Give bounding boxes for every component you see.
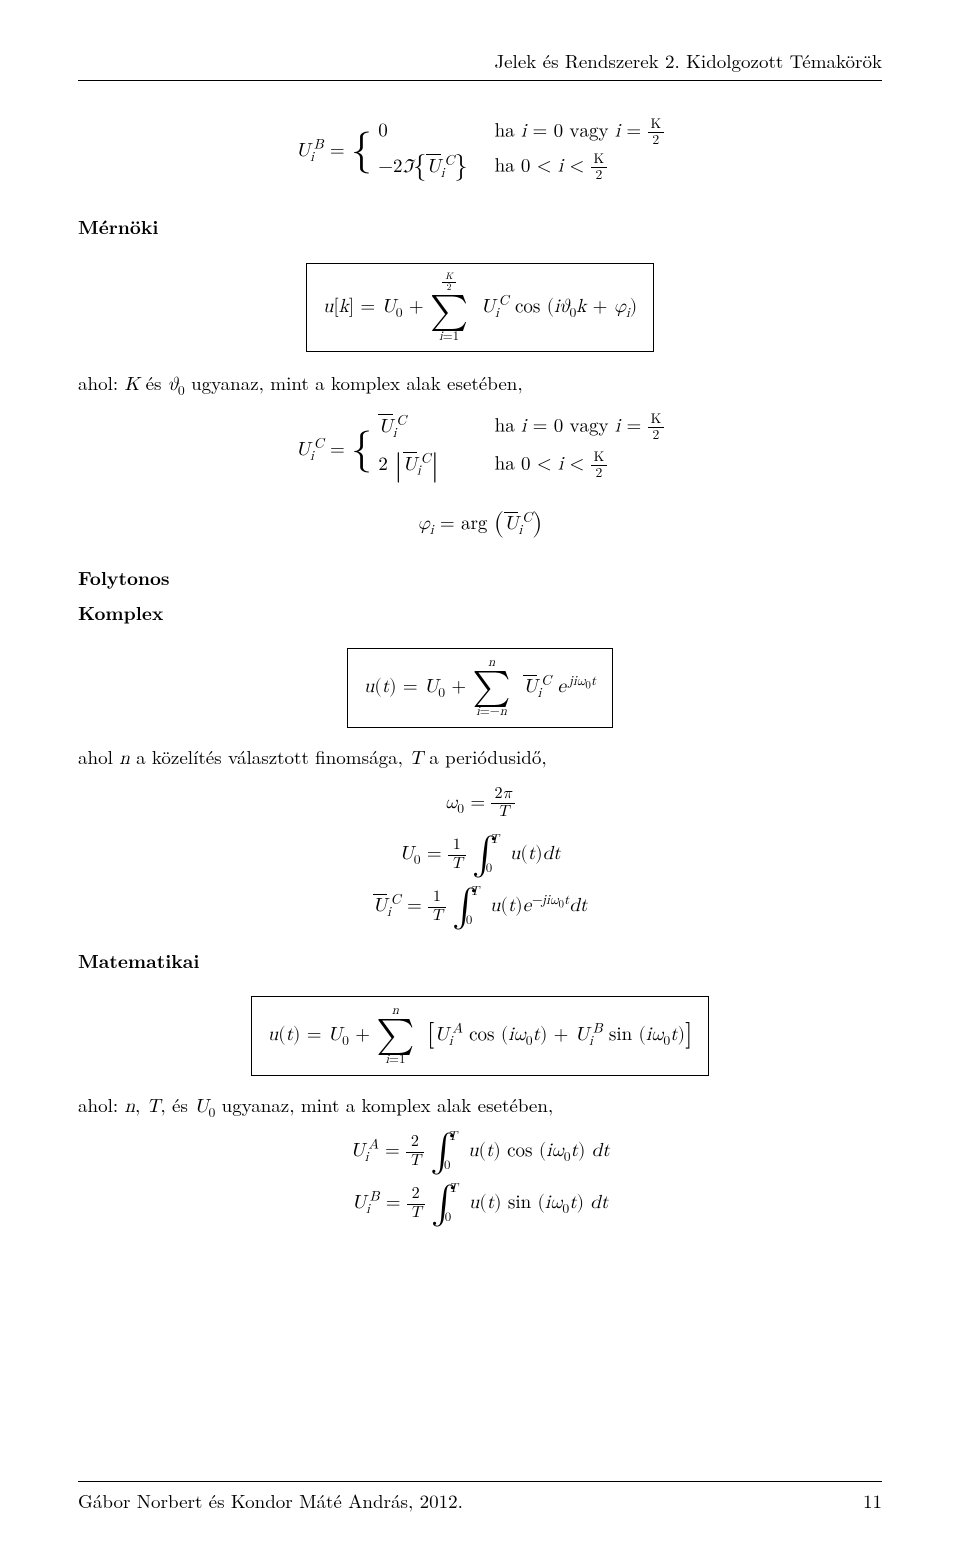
heading-folytonos: Folytonos: [78, 565, 882, 591]
equation-3: UiC = { UiC ha i = 0 vagy i = K2 2 |UiC|…: [78, 412, 882, 489]
paragraph-3: ahol: n, T, és U0 ugyanaz, mint a komple…: [78, 1092, 882, 1120]
equation-9: u(t) = U0 + n ∑ i=1 [UiA cos (iω0t) + Ui…: [78, 996, 882, 1076]
equation-6: ω0 = 2πT: [78, 786, 882, 823]
heading-komplex: Komplex: [78, 600, 882, 626]
footer-page-number: 11: [863, 1488, 882, 1514]
paragraph-2: ahol n a közelítés választott finomsága,…: [78, 744, 882, 772]
page: Jelek és Rendszerek 2. Kidolgozott Témak…: [0, 0, 960, 1562]
equation-1: UiB = { 0 ha i = 0 vagy i = K2 −2ℑ{UiC} …: [78, 117, 882, 188]
equation-10: UiA = 2T T∫0 u(t) cos (iω0t) dt: [78, 1133, 882, 1171]
equation-4: φi = arg (UiC): [78, 507, 882, 543]
equation-7: U0 = 1T T∫0 u(t)dt: [78, 836, 882, 874]
heading-mernoki: Mérnöki: [78, 214, 882, 240]
running-head: Jelek és Rendszerek 2. Kidolgozott Témak…: [78, 48, 882, 74]
paragraph-1: ahol: K és ϑ0 ugyanaz, mint a komplex al…: [78, 370, 882, 398]
footer: Gábor Norbert és Kondor Máté András, 201…: [78, 1481, 882, 1514]
equation-11: UiB = 2T T∫0 u(t) sin (iω0t) dt: [78, 1185, 882, 1223]
header-rule: [78, 80, 882, 81]
heading-matematikai: Matematikai: [78, 948, 882, 974]
equation-5: u(t) = U0 + n ∑ i=−n UiC e jiω0t: [78, 648, 882, 728]
equation-2: u[k] = U0 + K2 ∑ i=1 UiC cos (iϑ0k + φi): [78, 263, 882, 352]
footer-rule: [78, 1481, 882, 1482]
equation-8: UiC = 1T T∫0 u(t)e−jiω0tdt: [78, 888, 882, 926]
footer-authors: Gábor Norbert és Kondor Máté András, 201…: [78, 1488, 463, 1514]
